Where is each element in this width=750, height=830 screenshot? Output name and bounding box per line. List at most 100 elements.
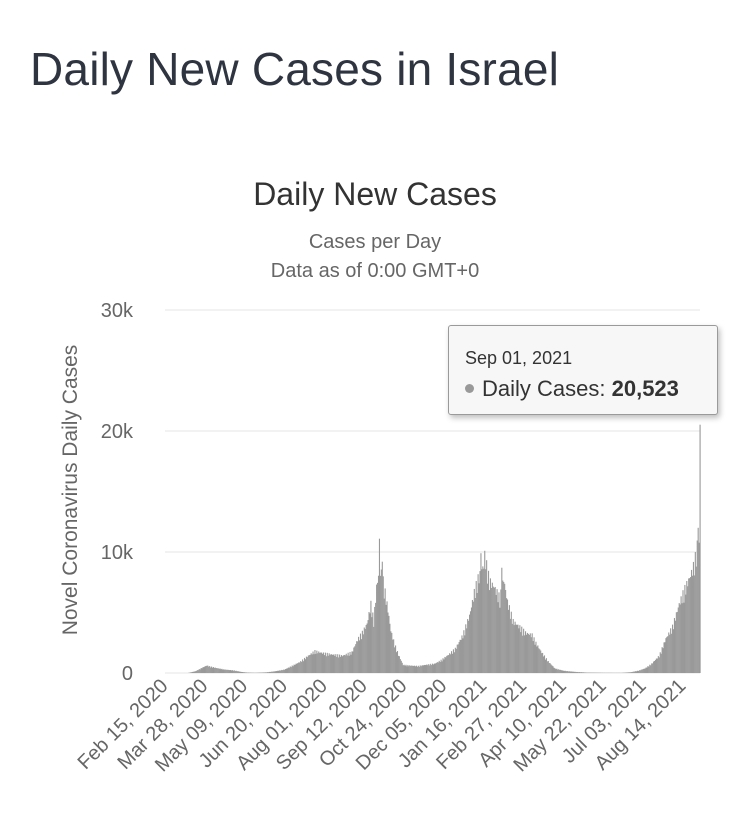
bar[interactable] — [506, 598, 508, 673]
bar[interactable] — [644, 668, 646, 673]
bar[interactable] — [444, 656, 446, 673]
bar[interactable] — [661, 647, 663, 673]
bar[interactable] — [487, 583, 489, 673]
bar[interactable] — [480, 553, 482, 673]
bar[interactable] — [246, 672, 248, 673]
bar[interactable] — [224, 669, 226, 673]
bar[interactable] — [580, 672, 582, 673]
bar[interactable] — [305, 656, 307, 673]
bar[interactable] — [207, 665, 209, 673]
bar[interactable] — [679, 604, 681, 673]
bar[interactable] — [429, 665, 431, 673]
bar[interactable] — [574, 671, 576, 673]
bar[interactable] — [432, 664, 435, 673]
bar[interactable] — [238, 671, 240, 673]
bar[interactable] — [482, 566, 484, 673]
bar[interactable] — [337, 654, 339, 673]
bar[interactable] — [695, 566, 697, 673]
bar[interactable] — [639, 670, 641, 673]
bar[interactable] — [671, 633, 673, 673]
bar[interactable] — [583, 672, 585, 673]
bar[interactable] — [551, 665, 553, 673]
bar[interactable] — [271, 671, 273, 673]
bar[interactable] — [367, 620, 369, 673]
bar[interactable] — [557, 669, 559, 673]
bar[interactable] — [465, 624, 467, 673]
bar[interactable] — [665, 638, 667, 673]
bar[interactable] — [632, 671, 634, 673]
bar[interactable] — [565, 671, 567, 673]
bar[interactable] — [404, 665, 406, 673]
bar[interactable] — [359, 633, 362, 673]
bar[interactable] — [240, 671, 242, 673]
bar[interactable] — [414, 665, 416, 673]
bar[interactable] — [654, 659, 657, 673]
bar[interactable] — [653, 661, 655, 673]
bar[interactable] — [229, 670, 232, 673]
bar[interactable] — [457, 644, 459, 673]
bar[interactable] — [342, 655, 344, 673]
bar[interactable] — [467, 619, 469, 673]
bar[interactable] — [636, 670, 639, 673]
bar[interactable] — [643, 668, 645, 673]
bar[interactable] — [460, 639, 462, 673]
bar[interactable] — [532, 641, 534, 673]
bar[interactable] — [406, 666, 408, 673]
bar[interactable] — [540, 650, 542, 673]
bar[interactable] — [449, 653, 451, 673]
bar[interactable] — [547, 661, 549, 673]
bar[interactable] — [510, 611, 512, 673]
bar[interactable] — [561, 670, 563, 673]
bar[interactable] — [546, 661, 548, 673]
bar[interactable] — [274, 671, 276, 673]
bar[interactable] — [340, 655, 343, 673]
bar[interactable] — [203, 667, 205, 673]
bar[interactable] — [211, 666, 213, 673]
bar[interactable] — [419, 665, 421, 673]
bar[interactable] — [298, 662, 300, 673]
bar[interactable] — [400, 660, 402, 673]
bar[interactable] — [543, 656, 545, 673]
bar[interactable] — [436, 662, 438, 673]
bar[interactable] — [568, 671, 570, 673]
bar[interactable] — [470, 607, 473, 673]
bar[interactable] — [218, 668, 220, 673]
bar[interactable] — [650, 665, 652, 673]
bar[interactable] — [409, 665, 411, 673]
bar[interactable] — [386, 601, 388, 673]
bar[interactable] — [195, 670, 197, 673]
bar[interactable] — [582, 672, 584, 673]
bar[interactable] — [343, 654, 345, 673]
bar[interactable] — [497, 602, 499, 673]
bar[interactable] — [354, 646, 356, 673]
bar[interactable] — [197, 670, 199, 673]
bar[interactable] — [235, 670, 237, 673]
bar[interactable] — [375, 602, 377, 673]
bar[interactable] — [228, 669, 230, 673]
bar[interactable] — [193, 671, 196, 673]
bar[interactable] — [468, 620, 470, 673]
bar[interactable] — [649, 664, 651, 673]
bar[interactable] — [492, 586, 494, 673]
bar[interactable] — [585, 672, 587, 673]
bar[interactable] — [345, 653, 347, 673]
bar[interactable] — [320, 652, 322, 673]
bar[interactable] — [331, 654, 333, 673]
bar[interactable] — [358, 636, 360, 673]
bar[interactable] — [507, 609, 510, 673]
bar[interactable] — [575, 671, 577, 673]
bar[interactable] — [692, 561, 694, 673]
bar[interactable] — [403, 664, 405, 673]
bar[interactable] — [689, 578, 691, 673]
bar[interactable] — [423, 665, 425, 673]
bar[interactable] — [397, 655, 399, 673]
bar[interactable] — [555, 669, 557, 673]
bar[interactable] — [221, 668, 223, 673]
bar[interactable] — [369, 613, 371, 673]
bar[interactable] — [237, 671, 239, 673]
bar[interactable] — [425, 665, 427, 673]
bar[interactable] — [303, 657, 306, 673]
bar[interactable] — [537, 645, 539, 673]
bar[interactable] — [213, 667, 215, 673]
bar[interactable] — [691, 575, 694, 673]
